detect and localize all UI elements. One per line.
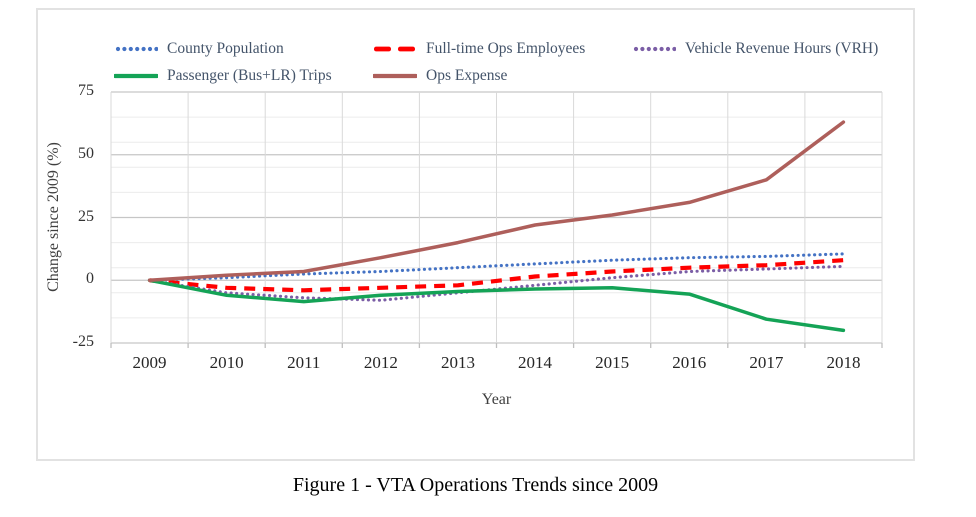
y-tick-label: -25 <box>72 333 94 350</box>
x-tick-label: 2015 <box>595 353 630 372</box>
series-line-county-population <box>148 252 845 282</box>
x-tick-label: 2012 <box>363 353 398 372</box>
y-tick-label: 50 <box>78 144 94 162</box>
legend-item-passenger-bus-lr-trips: Passenger (Bus+LR) Trips <box>114 65 332 87</box>
x-tick-label: 2010 <box>209 353 244 372</box>
x-axis-title: Year <box>481 391 512 408</box>
legend-item-full-time-ops-employees: Full-time Ops Employees <box>373 38 585 60</box>
legend-marker-icon <box>114 73 158 79</box>
legend-label: Passenger (Bus+LR) Trips <box>167 67 332 84</box>
legend-marker-icon <box>373 73 417 79</box>
x-tick-label: 2013 <box>440 353 475 372</box>
y-tick-label: 0 <box>86 270 94 288</box>
plot-area <box>110 91 883 348</box>
legend-item-vehicle-revenue-hours-vrh: Vehicle Revenue Hours (VRH) <box>632 38 878 60</box>
x-tick-label: 2018 <box>826 353 861 372</box>
series-line-ops-expense <box>147 120 846 283</box>
legend-label: Vehicle Revenue Hours (VRH) <box>685 40 879 57</box>
series-line-passenger-bus-lr-trips <box>147 278 846 333</box>
x-tick-label: 2014 <box>518 353 553 372</box>
legend-label: Ops Expense <box>426 67 508 84</box>
legend-marker-icon <box>374 46 415 52</box>
series-line-vehicle-revenue-hours-vrh <box>148 264 845 302</box>
legend-item-ops-expense: Ops Expense <box>373 65 507 87</box>
y-tick-label: 25 <box>78 207 94 225</box>
y-tick-label: 75 <box>78 82 94 99</box>
x-tick-label: 2017 <box>749 353 784 372</box>
x-tick-label: 2016 <box>672 353 707 372</box>
x-tick-label: 2009 <box>132 353 167 372</box>
x-tick-label: 2011 <box>287 353 321 372</box>
chart-panel: County Population Full-time Ops Employees… <box>36 8 915 461</box>
legend-marker-icon <box>115 46 158 52</box>
legend-item-county-population: County Population <box>114 38 284 60</box>
legend-label: Full-time Ops Employees <box>426 40 586 57</box>
legend-label: County Population <box>167 40 284 57</box>
series-line-full-time-ops-employees <box>149 258 844 293</box>
legend-marker-icon <box>633 46 676 52</box>
figure-caption: Figure 1 - VTA Operations Trends since 2… <box>292 474 659 496</box>
